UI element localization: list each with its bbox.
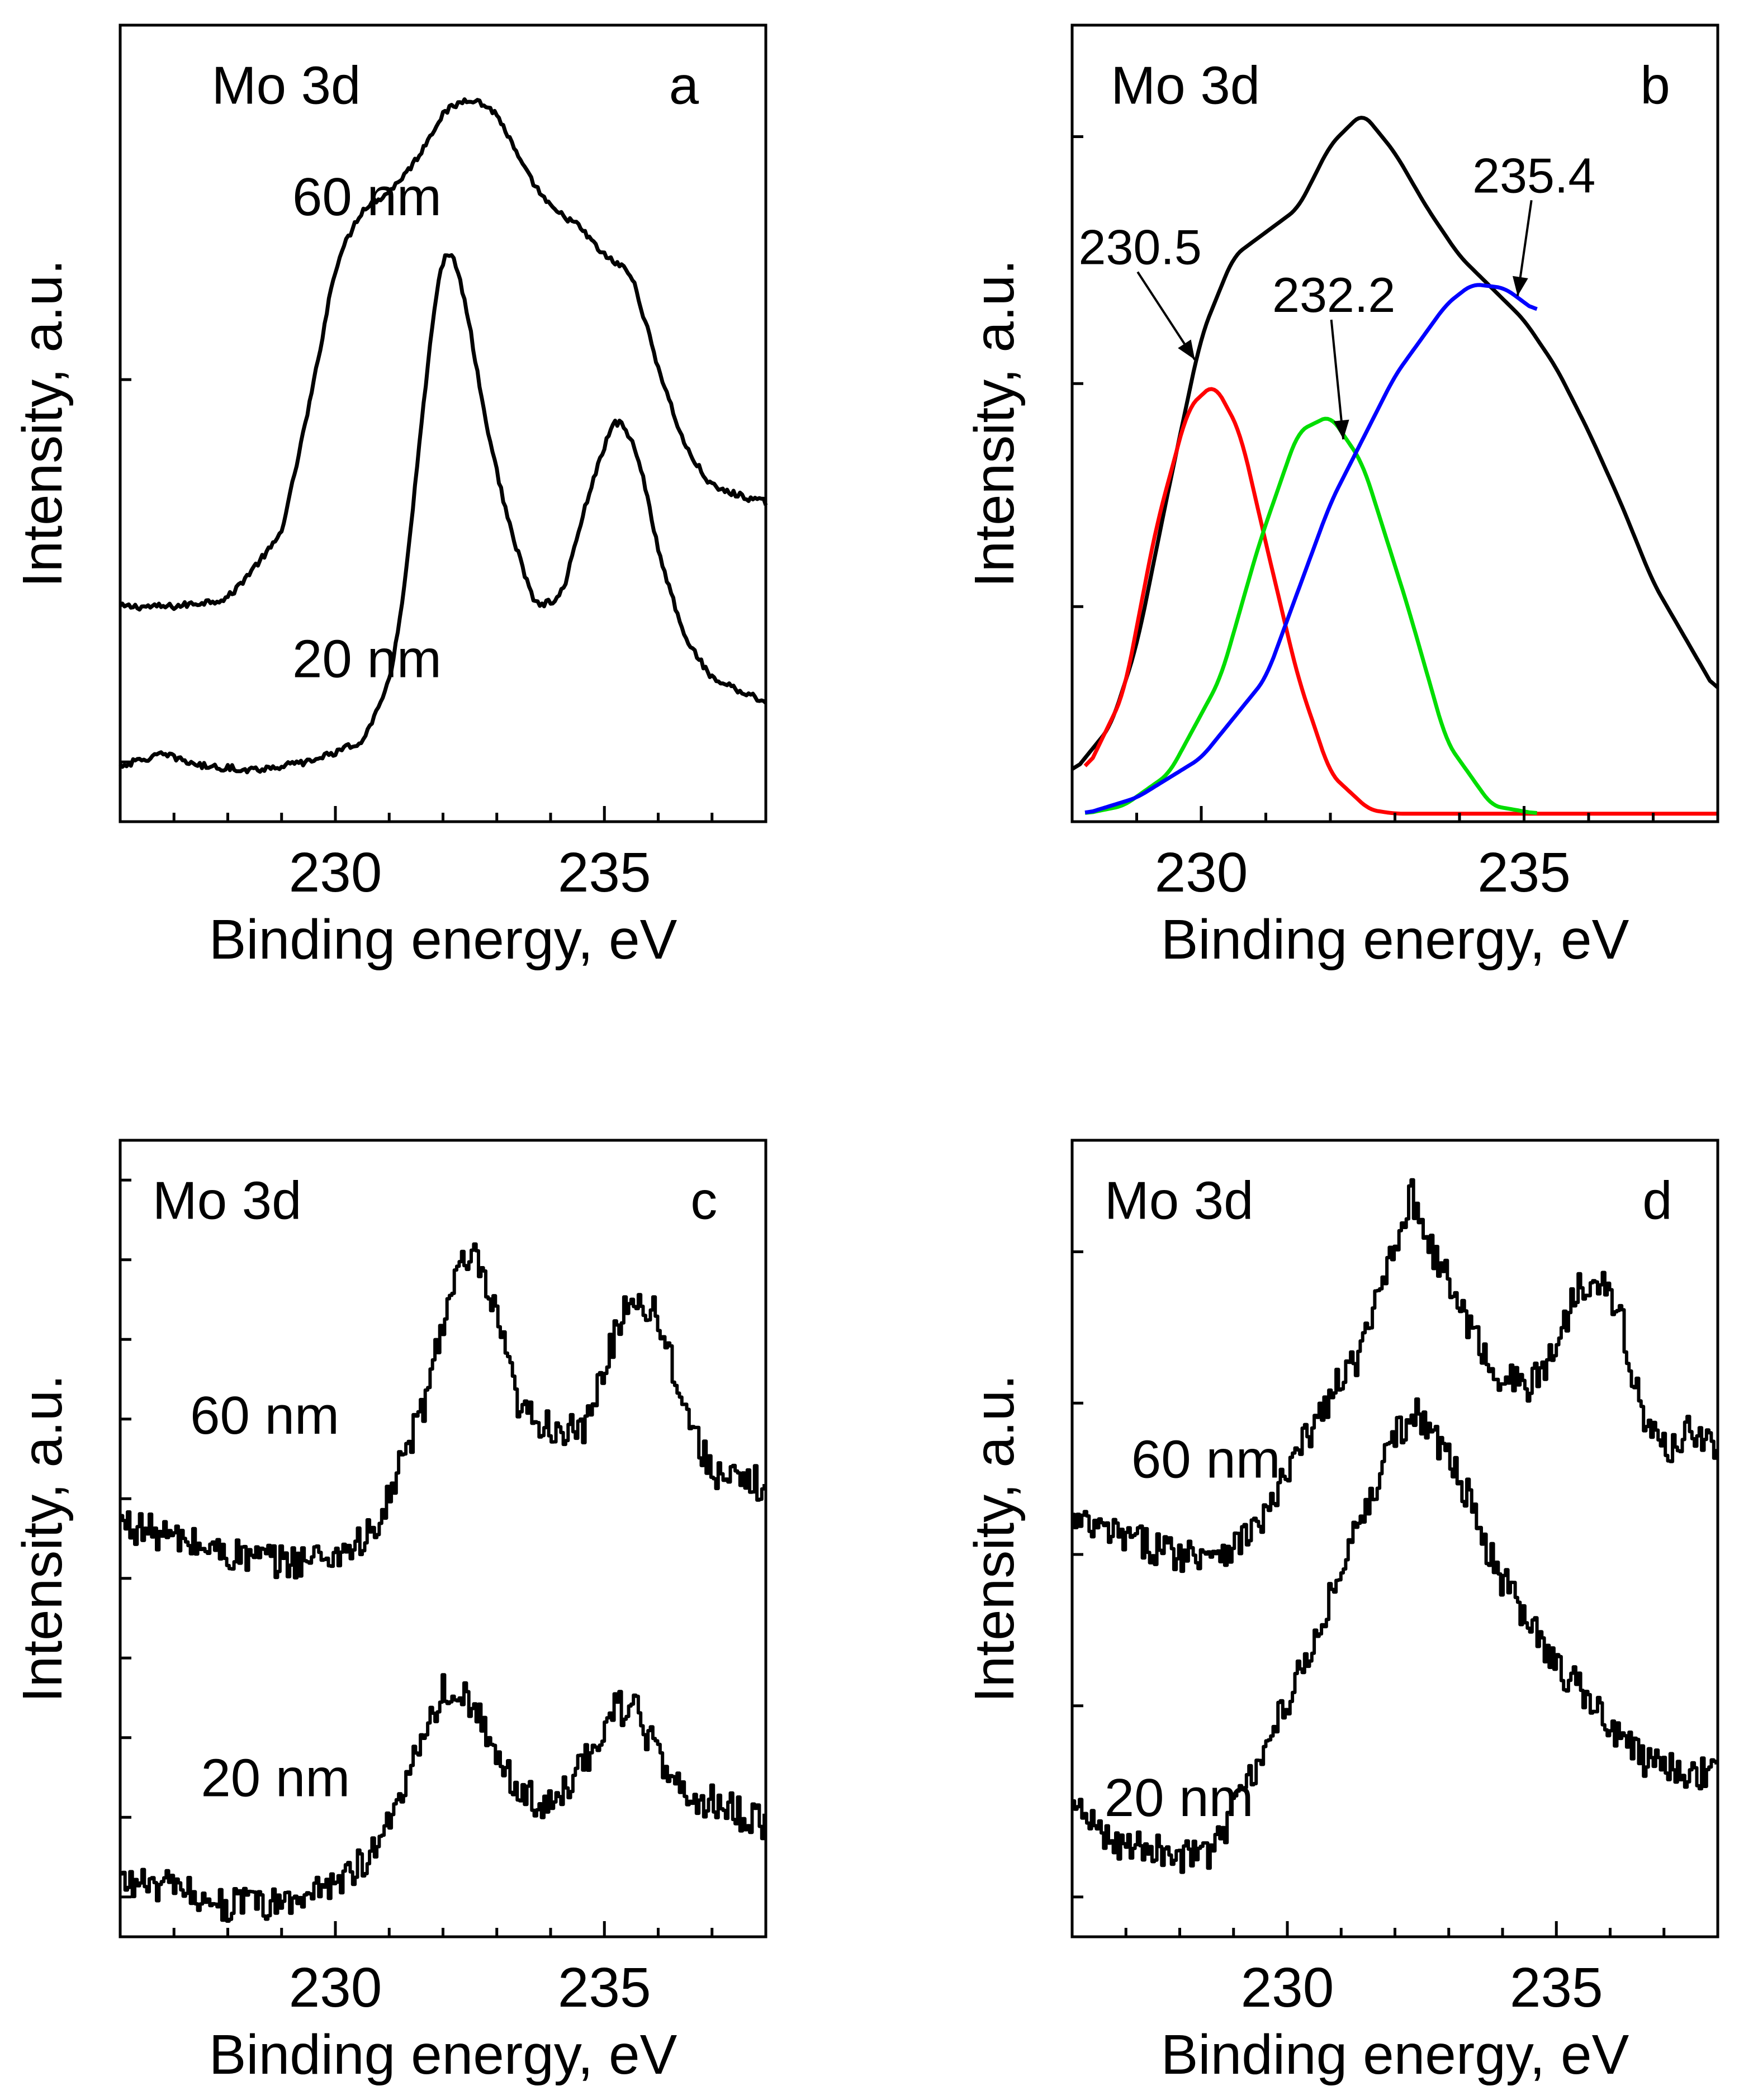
series-label-text: 20 nm (292, 629, 442, 689)
x-tick-label: 230 (1241, 1956, 1334, 2019)
annotation-arrow-head (1178, 339, 1195, 360)
y-axis-label: Intensity, a.u. (963, 1374, 1026, 1703)
x-axis-label: Binding energy, eV (1161, 908, 1629, 971)
series-label-text: 60 nm (1131, 1430, 1281, 1490)
series-label-text: 60 nm (190, 1386, 339, 1445)
x-tick-label: 230 (289, 1956, 382, 2019)
x-tick-label: 235 (1477, 841, 1571, 904)
series-line-20-nm (119, 253, 767, 775)
series-line-20-nm (1072, 1397, 1718, 1874)
element-text: Mo 3d (212, 55, 361, 115)
annotation-arrow-head (1513, 276, 1528, 296)
peak-annotation-label: 232.2 (1272, 267, 1395, 323)
series-line-peak-235-4 (1084, 283, 1538, 815)
x-axis-label: Binding energy, eV (1161, 2023, 1629, 2086)
x-tick-label: 230 (289, 841, 382, 904)
element-text: Mo 3d (153, 1170, 302, 1230)
series-line-60-nm (1072, 1178, 1718, 1573)
y-axis-label: Intensity, a.u. (11, 259, 74, 587)
annotation-arrow-line (1330, 319, 1345, 440)
series-line-60-nm (120, 1242, 766, 1580)
y-axis-label: Intensity, a.u. (11, 1374, 74, 1703)
peak-annotation-label: 230.5 (1079, 220, 1202, 275)
panel-letter-text: b (1640, 55, 1670, 115)
peak-annotation-label: 235.4 (1472, 148, 1595, 203)
y-axis-label: Intensity, a.u. (963, 259, 1026, 587)
series-label-text: 60 nm (292, 167, 442, 227)
panel-letter-text: d (1642, 1170, 1672, 1230)
annotation-arrow-head (1333, 419, 1349, 439)
series-line-peak-232-2 (1084, 416, 1537, 815)
element-text: Mo 3d (1111, 55, 1260, 115)
x-tick-label: 230 (1155, 841, 1248, 904)
x-axis-label: Binding energy, eV (209, 908, 677, 971)
series-label-text: 20 nm (1105, 1768, 1254, 1828)
x-tick-label: 235 (1510, 1956, 1603, 2019)
series-line-20-nm (120, 1673, 766, 1923)
axis-frame (1070, 23, 1719, 823)
panel-letter-text: a (669, 55, 699, 115)
x-tick-label: 235 (558, 841, 651, 904)
series-line-envelope (1071, 116, 1719, 771)
axis-frame (119, 23, 767, 823)
series-label-text: 20 nm (201, 1748, 350, 1808)
series-line-peak-230-5 (1083, 387, 1718, 816)
element-text: Mo 3d (1105, 1170, 1254, 1230)
x-tick-label: 235 (558, 1956, 651, 2019)
panel-letter-text: c (690, 1170, 717, 1230)
series-line-60-nm (119, 97, 768, 612)
x-axis-label: Binding energy, eV (209, 2023, 677, 2086)
